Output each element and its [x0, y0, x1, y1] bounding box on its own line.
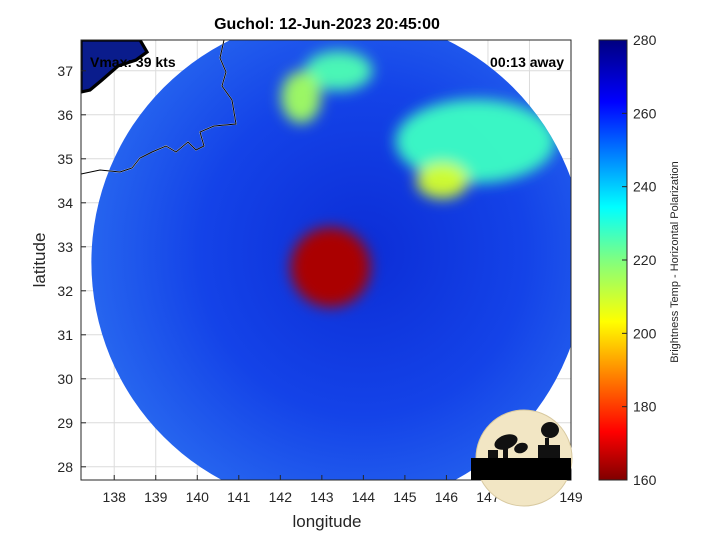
colorbar-label: Brightness Temp - Horizontal Polarizatio… — [669, 161, 681, 363]
x-tick-label: 142 — [269, 489, 293, 505]
colorbar-ticks: 160 180 200 220 240 260 280 — [622, 32, 657, 488]
colorbar-tick-label: 220 — [633, 252, 657, 268]
y-tick-label: 30 — [57, 371, 73, 387]
chart-title: Guchol: 12-Jun-2023 20:45:00 — [214, 16, 440, 33]
x-tick-label: 141 — [227, 489, 251, 505]
axes-frame — [80, 39, 572, 481]
colorbar-tick-label: 180 — [633, 399, 657, 415]
vmax-annotation: Vmax: 39 kts — [90, 54, 176, 70]
x-tick-label: 145 — [393, 489, 417, 505]
y-axis-label: latitude — [30, 233, 49, 288]
cold-cloud-region — [304, 50, 373, 91]
storm-eye — [290, 227, 371, 308]
x-axis-label: longitude — [292, 512, 361, 531]
time-away-annotation: 00:13 away — [490, 54, 564, 70]
cold-cloud-region — [416, 162, 469, 199]
x-tick-label: 139 — [144, 489, 168, 505]
colorbar: 160 180 200 220 240 260 280 Brightness Temp - … — [598, 32, 681, 488]
cold-cloud-region — [395, 99, 556, 184]
colorbar-tick-label: 160 — [633, 472, 657, 488]
y-tick-label: 29 — [57, 415, 73, 431]
plot-area: 138139140141142143144145146147148149 282… — [57, 39, 583, 507]
x-tick-label: 138 — [103, 489, 127, 505]
microwave-swath — [81, 40, 571, 480]
y-tick-label: 36 — [57, 107, 73, 123]
colorbar-tick-label: 240 — [633, 179, 657, 195]
y-tick-label: 31 — [57, 327, 73, 343]
land-mass — [81, 40, 150, 94]
coastline-outline — [81, 40, 237, 175]
x-tick-label: 149 — [559, 489, 583, 505]
colorbar-tick-label: 280 — [633, 32, 657, 48]
cold-cloud-region — [281, 71, 322, 124]
x-tick-label: 144 — [352, 489, 376, 505]
x-tick-label: 143 — [310, 489, 334, 505]
cold-cloud-regions — [281, 50, 556, 199]
y-tick-label: 35 — [57, 151, 73, 167]
y-tick-label: 34 — [57, 195, 73, 211]
y-axis-ticks: 28 29 30 31 32 33 34 35 36 37 — [57, 63, 86, 475]
y-tick-label: 33 — [57, 239, 73, 255]
svg-text:CIMSS: CIMSS — [494, 464, 547, 478]
cimss-logo: CIMSS — [471, 409, 573, 507]
colorbar-tick-label: 260 — [633, 105, 657, 121]
x-tick-label: 140 — [186, 489, 210, 505]
y-tick-label: 37 — [57, 63, 73, 79]
y-tick-label: 28 — [57, 459, 73, 475]
x-tick-label: 146 — [435, 489, 459, 505]
colorbar-tick-label: 200 — [633, 325, 657, 341]
y-tick-label: 32 — [57, 283, 73, 299]
